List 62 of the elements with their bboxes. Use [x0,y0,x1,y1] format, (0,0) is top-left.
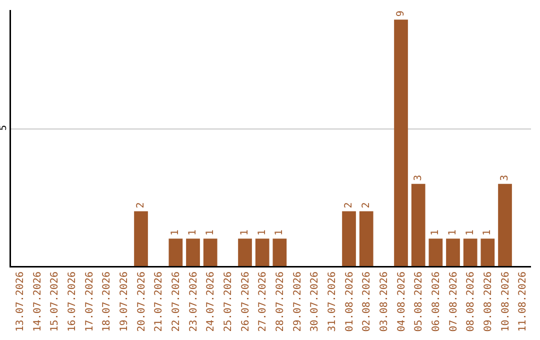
x-tick-label: 21.07.2026 [154,272,165,332]
bar [203,238,218,266]
data-label: 1 [448,230,458,236]
bar [463,238,478,266]
bar [342,211,356,266]
data-label: 1 [204,230,216,236]
data-label: 1 [482,230,494,236]
x-tick-label: 20.07.2026 [136,272,148,332]
x-tick-label: 06.08.2026 [430,272,442,332]
x-tick-label: 31.07.2026 [326,272,338,332]
x-tick-label: 02.08.2026 [362,272,373,332]
bar [168,238,183,266]
data-label: 3 [412,174,424,181]
bar [272,238,287,266]
data-label: 1 [188,230,198,236]
bar [428,238,443,266]
x-tick-label: 18.07.2026 [102,272,113,332]
x-tick-label: 08.08.2026 [466,272,477,332]
bar [134,211,148,266]
x-tick-label: 15.07.2026 [50,272,61,332]
x-tick-label: 09.08.2026 [482,272,494,332]
bar [238,238,252,266]
x-tick-label: 14.07.2026 [32,272,44,332]
bar [359,211,374,266]
x-tick-label: 11.08.2026 [518,272,529,332]
x-tick-label: 28.07.2026 [274,272,286,332]
x-tick-label: 10.08.2026 [500,272,512,332]
x-tick-label: 05.08.2026 [414,272,425,332]
x-tick-label: 16.07.2026 [66,272,78,332]
data-label: 1 [274,230,286,236]
data-label: 2 [136,202,146,208]
data-label: 1 [170,230,182,236]
x-tick-label: 01.08.2026 [344,272,356,332]
x-tick-label: 13.07.2026 [14,272,26,332]
data-label: 2 [344,202,354,208]
x-tick-label: 17.07.2026 [84,272,96,332]
x-tick-label: 03.08.2026 [378,272,390,332]
x-tick-label: 04.08.2026 [396,272,408,332]
bar [394,20,408,266]
data-label: 1 [240,230,250,236]
data-label: 1 [464,230,476,236]
data-label: 3 [500,174,510,181]
data-label: 2 [360,202,372,208]
x-tick-label: 25.07.2026 [222,272,234,332]
x-tick-label: 07.08.2026 [448,272,460,332]
x-tick-label: 30.07.2026 [310,272,321,332]
x-tick-label: 26.07.2026 [240,272,252,332]
x-tick-label: 19.07.2026 [118,272,130,332]
bar [480,238,495,266]
bar [411,184,426,266]
data-label: 1 [256,230,268,236]
bar [186,238,200,266]
data-label: 9 [396,10,406,17]
bar [446,238,460,266]
x-tick-label: 23.07.2026 [188,272,200,332]
data-label: 1 [430,230,442,236]
bar [255,238,270,266]
x-tick-label: 22.07.2026 [170,272,182,332]
bar [498,184,512,266]
x-tick-label: 24.07.2026 [206,272,217,332]
x-tick-label: 29.07.2026 [292,272,304,332]
x-tick-label: 27.07.2026 [258,272,269,332]
